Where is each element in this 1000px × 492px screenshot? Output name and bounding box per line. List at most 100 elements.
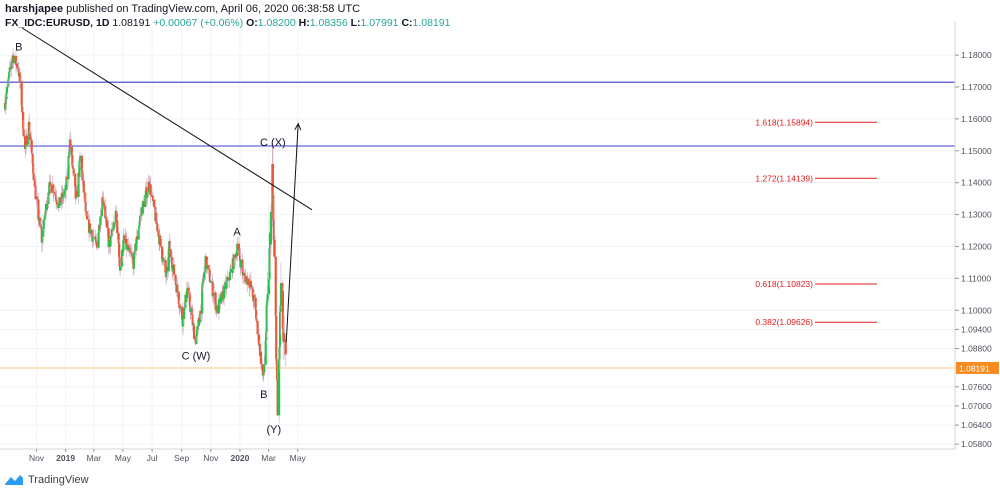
candle-body-up [229, 271, 232, 273]
candle-body-up [212, 295, 215, 297]
candle-body-up [201, 281, 204, 287]
x-tick-label: Mar [86, 453, 101, 463]
candle [71, 151, 74, 168]
candle [237, 236, 241, 249]
price-chart[interactable]: 1.618(1.15894) 1.272(1.14139) 0.618(1.1082… [0, 0, 1000, 470]
candle [278, 307, 282, 370]
candle-body-down [142, 201, 146, 207]
candle-body-down [58, 197, 62, 206]
candle [155, 208, 158, 223]
candle [185, 298, 188, 304]
candle-body-down [82, 179, 85, 182]
drawings[interactable]: 1.618(1.15894) 1.272(1.14139) 0.618(1.1082… [15, 27, 877, 436]
candle-body-down [28, 133, 31, 137]
open-value: 1.08200 [257, 17, 296, 29]
candle-body-up [27, 135, 30, 145]
candle [55, 191, 58, 208]
candle-body-down [275, 316, 278, 360]
candle-body-down [162, 257, 165, 260]
candle-body-up [4, 103, 7, 110]
candle-body-down [38, 217, 41, 225]
candle-body-up [112, 228, 115, 230]
candle-body-down [87, 219, 90, 221]
candle-body-down [238, 248, 241, 256]
candle [129, 242, 132, 258]
tradingview-logo-icon[interactable] [4, 474, 24, 486]
candle-body-up [266, 294, 269, 301]
candle [179, 303, 182, 311]
candle-body-up [92, 237, 95, 239]
candle [236, 237, 239, 254]
candle-body-up [8, 67, 11, 72]
candle-body-up [99, 216, 102, 226]
projection-arrow[interactable] [285, 123, 299, 343]
high-label: H: [298, 17, 310, 29]
candle-body-down [214, 292, 217, 310]
candle-body-down [52, 192, 55, 194]
candle-body-down [207, 265, 210, 269]
y-tick-label: 1.18000 [961, 50, 992, 60]
candle-body-up [122, 235, 125, 241]
candle-body-up [47, 192, 50, 204]
candle-body-down [149, 184, 152, 196]
candle [29, 136, 32, 149]
horizontal-lines[interactable] [0, 81, 955, 369]
y-tick-label: 1.12000 [961, 241, 992, 251]
candle-body-down [85, 211, 88, 216]
candle-body-down [251, 287, 254, 289]
candle-body-up [7, 79, 10, 87]
candle-body-down [174, 274, 177, 282]
candle [284, 338, 287, 367]
candle-body-down [275, 359, 278, 365]
price-axis[interactable]: 1.18000 1.17000 1.16000 1.15000 1.14000 1.130… [954, 22, 999, 449]
candle [223, 279, 226, 307]
candle-body-up [185, 298, 188, 302]
candle [85, 203, 88, 218]
candle-body-down [54, 192, 57, 195]
candle-body-down [208, 268, 211, 271]
x-tick-label: Nov [29, 453, 45, 463]
candle-body-up [212, 294, 215, 296]
candle-body-up [219, 294, 222, 304]
candle-body-up [19, 81, 22, 83]
candle [24, 145, 27, 158]
y-tick-label: 1.08800 [961, 344, 992, 354]
candle-body-down [54, 196, 58, 200]
candle-body-down [129, 251, 132, 254]
candle [266, 285, 269, 329]
brand-name[interactable]: TradingView [28, 474, 89, 486]
candle-body-up [78, 158, 82, 161]
candle-body-down [101, 197, 104, 200]
candle [266, 272, 269, 312]
candle [199, 304, 202, 325]
x-tick-label: May [115, 453, 132, 463]
candle-body-up [199, 310, 202, 323]
candle-body-down [35, 196, 39, 200]
candle [65, 173, 68, 191]
candle-body-up [146, 192, 149, 198]
candle-body-down [22, 129, 25, 137]
candle-body-down [30, 140, 33, 153]
candle-body-up [44, 210, 47, 216]
candle-body-down [155, 212, 158, 223]
candle [31, 147, 34, 167]
candle [246, 272, 249, 293]
candle [78, 151, 82, 168]
candle-body-down [88, 223, 92, 234]
candle [130, 243, 134, 265]
candle-body-up [100, 209, 104, 217]
time-axis[interactable]: Nov 2019 Mar May Jul Sep Nov 2020 Mar May [0, 448, 955, 463]
candle-body-down [247, 278, 251, 286]
author-name[interactable]: harshjapee [5, 3, 64, 15]
candle-body-down [94, 236, 97, 240]
trendline[interactable] [21, 27, 313, 211]
candle-body-down [12, 55, 15, 64]
candle [265, 300, 268, 338]
candle [22, 119, 25, 139]
wave-label: (Y) [266, 424, 281, 436]
candle-body-down [54, 194, 57, 197]
candle [139, 207, 142, 226]
candle-body-down [151, 195, 155, 202]
candle-body-up [11, 60, 14, 63]
candle-body-down [155, 222, 158, 225]
